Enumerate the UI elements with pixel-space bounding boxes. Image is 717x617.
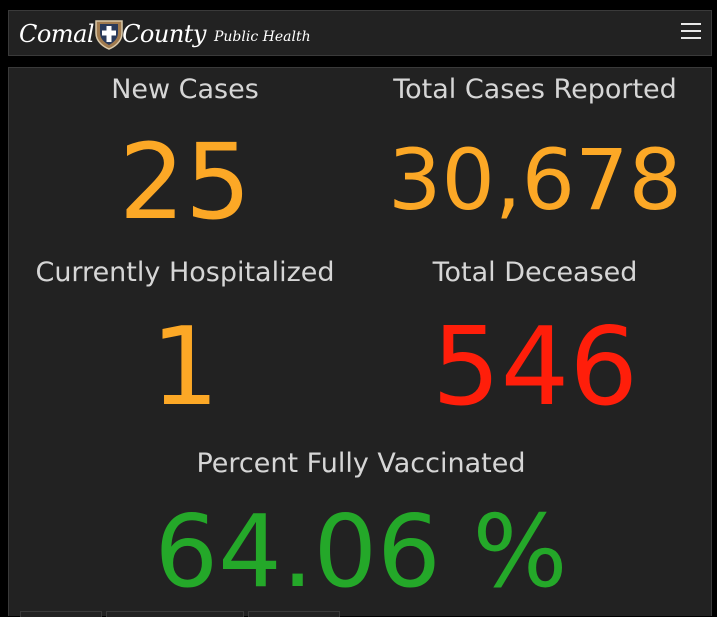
logo-word-comal: Comal (19, 20, 95, 48)
hospitalized-value: 1 (150, 305, 220, 430)
vaccinated-label: Percent Fully Vaccinated (196, 448, 526, 479)
vaccinated-value: 64.06 % (154, 493, 568, 610)
site-header: Comal County Public Health (8, 10, 712, 56)
hamburger-menu-icon[interactable] (681, 23, 701, 41)
tab-3[interactable] (248, 611, 340, 617)
comal-county-logo[interactable]: Comal County Public Health (19, 15, 311, 53)
deceased-value: 546 (431, 305, 639, 430)
bottom-tab-strip (8, 608, 712, 617)
tab-2[interactable] (106, 611, 244, 617)
tab-1[interactable] (20, 611, 102, 617)
total-cases-value: 30,678 (388, 131, 682, 229)
deceased-label: Total Deceased (432, 257, 638, 288)
new-cases-value: 25 (118, 121, 252, 243)
logo-word-county: County (122, 20, 206, 48)
logo-tagline: Public Health (214, 29, 311, 45)
dashboard-panel: New Cases 25 Total Cases Reported 30,678… (8, 67, 712, 616)
shield-cross-icon (95, 20, 123, 50)
hospitalized-label: Currently Hospitalized (35, 257, 335, 288)
total-cases-label: Total Cases Reported (393, 74, 677, 105)
new-cases-label: New Cases (111, 74, 259, 105)
